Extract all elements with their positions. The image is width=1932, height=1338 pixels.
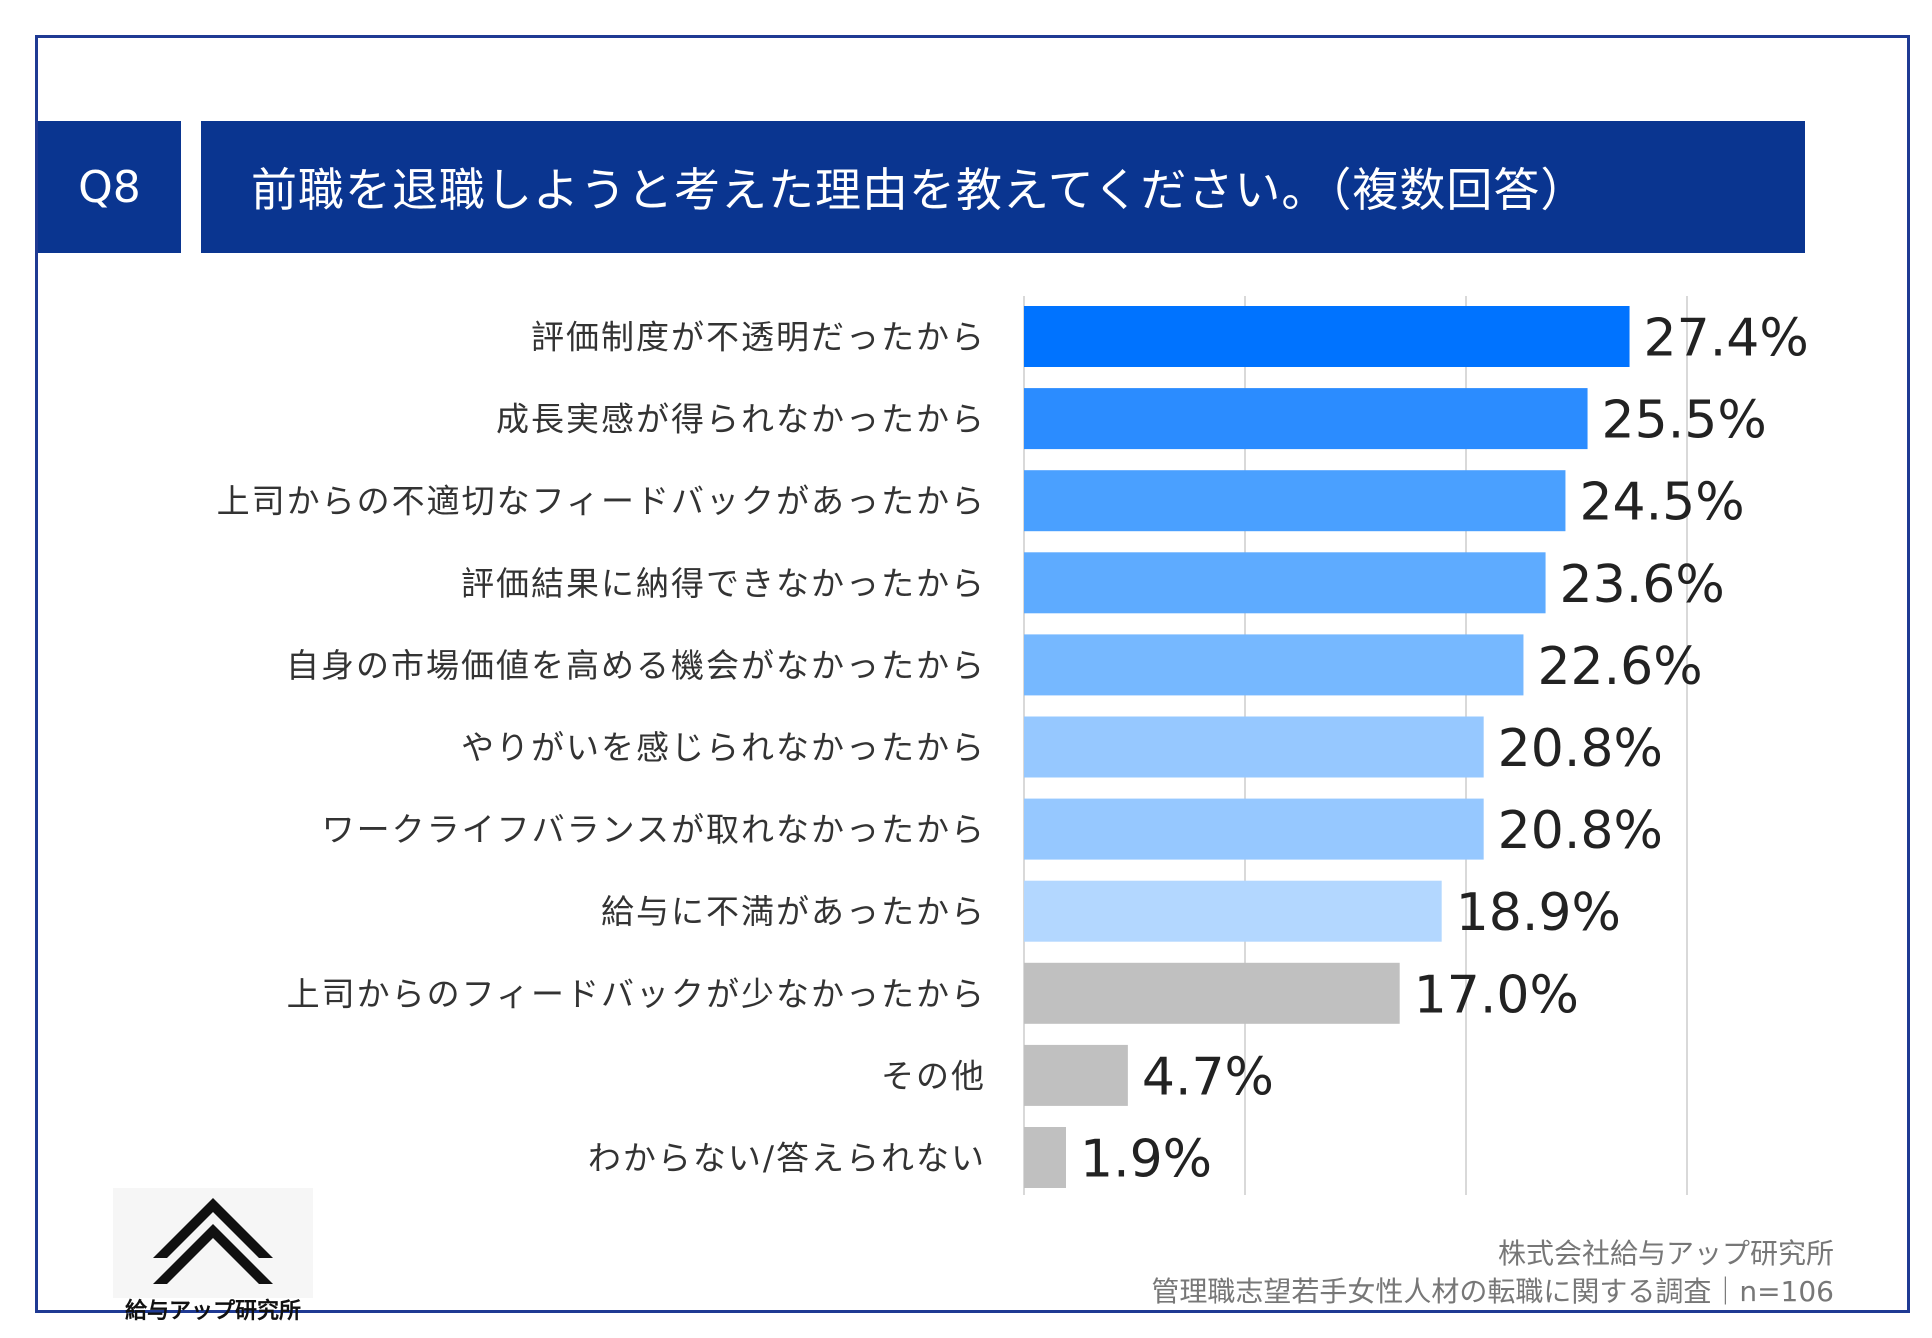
- logo-text: 給与アップ研究所: [124, 1299, 301, 1324]
- bar-8: [1024, 880, 1442, 942]
- value-label-9: 17.0%: [1414, 965, 1579, 1025]
- bar-3: [1024, 470, 1566, 532]
- question-number-badge: Q8: [38, 121, 181, 253]
- category-label-2: 成長実感が得られなかったから: [496, 400, 986, 439]
- category-label-3: 上司からの不適切なフィードバックがあったから: [217, 482, 986, 521]
- title-banner: 前職を退職しようと考えた理由を教えてください。（複数回答）: [201, 121, 1805, 253]
- category-label-8: 給与に不満があったから: [601, 892, 986, 931]
- value-label-6: 20.8%: [1498, 719, 1663, 779]
- category-label-11: わからない/答えられない: [588, 1139, 986, 1178]
- value-label-7: 20.8%: [1498, 801, 1663, 861]
- bar-7: [1024, 798, 1484, 860]
- bar-6: [1024, 716, 1484, 778]
- bar-1: [1024, 306, 1630, 367]
- source-company: 株式会社給与アップ研究所: [1497, 1237, 1834, 1270]
- labels: 評価制度が不透明だったから 27.4% 成長実感が得られなかったから 25.5% 上司か…: [217, 309, 1809, 1190]
- value-label-1: 27.4%: [1644, 309, 1809, 369]
- bar-4: [1024, 552, 1546, 614]
- value-label-3: 24.5%: [1579, 473, 1744, 533]
- category-label-5: 自身の市場価値を高める機会がなかったから: [286, 646, 986, 685]
- bar-10: [1024, 1044, 1128, 1106]
- category-label-9: 上司からのフィードバックが少なかったから: [287, 974, 986, 1013]
- question-number: Q8: [78, 161, 141, 213]
- chart-frame: Q8 前職を退職しようと考えた理由を教えてください。（複数回答） 給与アップ研究…: [35, 35, 1910, 1324]
- logo: 給与アップ研究所: [113, 1188, 313, 1324]
- value-label-11: 1.9%: [1080, 1130, 1212, 1190]
- value-label-2: 25.5%: [1602, 391, 1767, 451]
- bars: [1024, 306, 1630, 1188]
- category-label-6: やりがいを感じられなかったから: [461, 728, 986, 767]
- category-label-7: ワークライフバランスが取れなかったから: [322, 810, 986, 849]
- bar-2: [1024, 388, 1588, 450]
- bar-11: [1024, 1127, 1066, 1188]
- source-note: 株式会社給与アップ研究所 管理職志望若手女性人材の転職に関する調査｜n=106: [1151, 1235, 1834, 1311]
- category-label-4: 評価結果に納得できなかったから: [461, 564, 986, 603]
- category-label-10: その他: [881, 1056, 986, 1095]
- chart-title: 前職を退職しようと考えた理由を教えてください。（複数回答）: [251, 163, 1588, 217]
- logo-chevron-icon: [113, 1188, 313, 1298]
- value-label-10: 4.7%: [1142, 1047, 1274, 1107]
- value-label-5: 22.6%: [1537, 637, 1702, 697]
- bar-5: [1024, 634, 1524, 696]
- value-label-8: 18.9%: [1456, 883, 1621, 943]
- value-label-4: 23.6%: [1560, 555, 1725, 615]
- source-survey: 管理職志望若手女性人材の転職に関する調査｜n=106: [1151, 1275, 1834, 1308]
- bar-9: [1024, 962, 1400, 1024]
- category-label-1: 評価制度が不透明だったから: [531, 318, 986, 357]
